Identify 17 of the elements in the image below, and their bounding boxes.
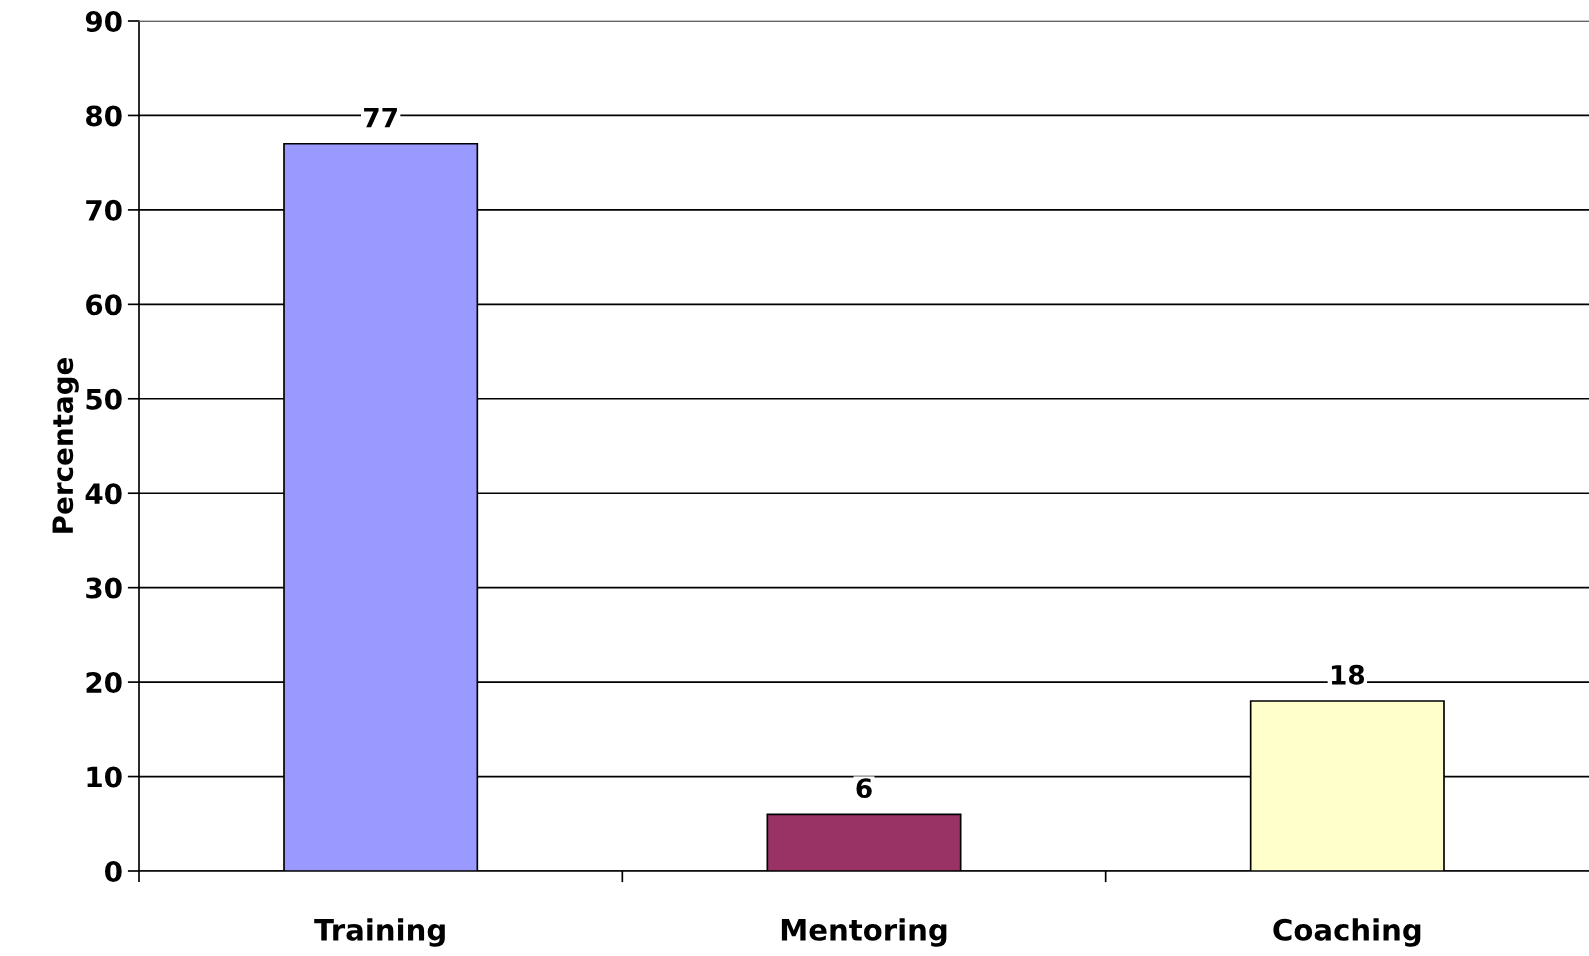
x-tick-label: Coaching bbox=[1273, 918, 1421, 947]
y-tick-label: 0 bbox=[105, 860, 122, 882]
y-tick-label: 60 bbox=[86, 294, 122, 316]
y-tick-label: 50 bbox=[86, 388, 122, 410]
y-tick-label: 10 bbox=[87, 766, 122, 788]
y-tick-label: 40 bbox=[85, 483, 122, 505]
y-tick-label: 70 bbox=[86, 199, 122, 221]
data-label: 77 bbox=[364, 107, 397, 128]
data-label: 18 bbox=[1331, 664, 1365, 685]
y-tick-label: 30 bbox=[86, 577, 122, 599]
y-axis-title: Percentage bbox=[52, 357, 79, 533]
data-label: 6 bbox=[856, 778, 872, 799]
y-tick-label: 80 bbox=[86, 105, 122, 127]
y-tick-label: 90 bbox=[85, 10, 122, 32]
x-tick-label: Mentoring bbox=[781, 918, 947, 947]
x-tick-label: Training bbox=[314, 918, 445, 947]
y-tick-label: 20 bbox=[86, 672, 122, 694]
